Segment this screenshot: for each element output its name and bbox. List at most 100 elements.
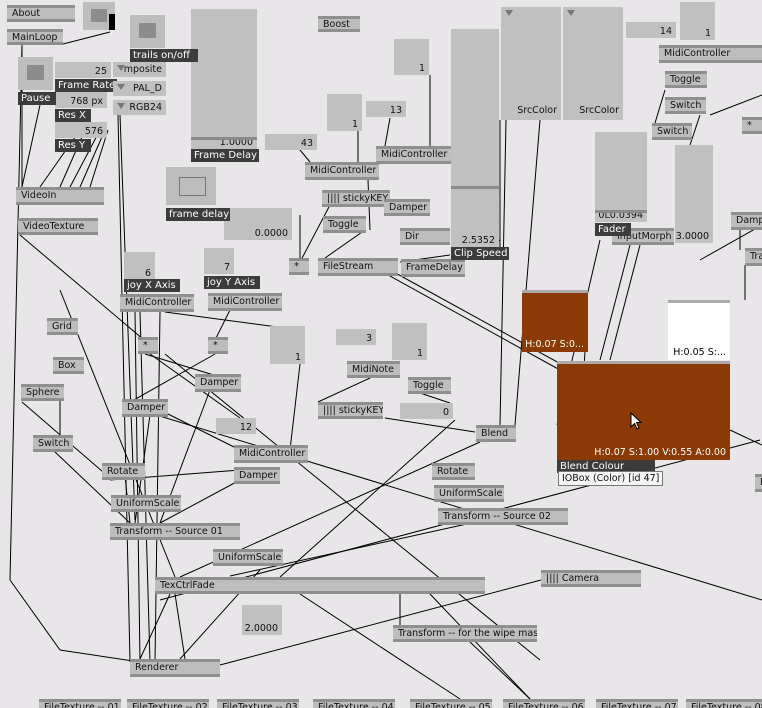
value-box[interactable]: 7 <box>204 248 234 274</box>
node[interactable]: Switch <box>665 97 706 114</box>
enum-box[interactable]: SrcColor <box>501 7 561 120</box>
value-box[interactable]: 6 <box>124 252 155 280</box>
node[interactable]: Box <box>53 357 84 374</box>
node[interactable]: Switch <box>652 123 692 140</box>
node[interactable]: FileTexture -- 02 <box>127 699 209 708</box>
node[interactable]: Blend <box>476 425 516 442</box>
node[interactable]: * <box>208 337 228 354</box>
wire <box>59 649 141 663</box>
node[interactable]: MidiController <box>376 146 460 164</box>
iobox-label: trails on/off <box>130 49 198 62</box>
node[interactable]: Toggle <box>408 377 451 394</box>
slider-handle[interactable] <box>451 186 499 189</box>
value-box[interactable]: 0L0.0394 <box>595 132 647 222</box>
node[interactable]: Damper <box>384 199 430 216</box>
node[interactable]: Transform -- for the wipe mask <box>393 625 537 642</box>
color-box[interactable]: H:0.07 S:0... <box>522 290 588 352</box>
node[interactable]: |||| stickyKEY <box>322 190 390 207</box>
enum-box[interactable]: RGB24 <box>113 100 166 115</box>
value-box[interactable]: 0 <box>400 403 453 419</box>
node[interactable]: About <box>7 5 75 22</box>
node[interactable]: FileTexture -- 07 <box>596 699 678 708</box>
node[interactable]: FileStream <box>318 258 398 276</box>
wire <box>609 244 641 361</box>
value-box[interactable]: 1 <box>327 94 362 131</box>
node[interactable]: Boost <box>318 16 360 32</box>
node[interactable]: FileTexture -- 06 <box>503 699 585 708</box>
toggle-box[interactable] <box>166 167 216 205</box>
enum-box[interactable]: PAL_D <box>113 81 166 96</box>
enum-box[interactable]: SrcColor <box>563 7 623 120</box>
value-box[interactable]: 14 <box>626 22 676 38</box>
enum-value: mposite <box>123 64 162 75</box>
value-box[interactable]: 3.0000 <box>675 145 713 243</box>
value-box[interactable]: 1 <box>270 326 305 364</box>
node[interactable]: FileTexture -- 08 <box>686 699 762 708</box>
node[interactable]: Rotate <box>432 463 475 480</box>
node[interactable]: FileTexture -- 03 <box>217 699 299 708</box>
node[interactable]: MidiController <box>305 162 379 180</box>
node[interactable]: MidiController <box>208 293 282 311</box>
node[interactable]: Transform -- Source 01 <box>110 523 240 540</box>
toggle-box[interactable] <box>18 57 53 90</box>
node[interactable]: Rotate <box>102 463 145 480</box>
toggle-box[interactable] <box>83 2 115 30</box>
wire <box>324 229 366 259</box>
node[interactable]: Tra <box>745 248 762 266</box>
node[interactable]: MainLoop <box>7 29 63 45</box>
value-box[interactable]: 12 <box>216 418 256 434</box>
value-box[interactable]: 2.5352 <box>451 29 499 247</box>
value-box[interactable]: 576 <box>55 122 107 138</box>
value-box[interactable]: 1 <box>680 2 715 40</box>
color-box[interactable]: H:0.07 S:1.00 V:0.55 A:0.00 <box>557 361 730 460</box>
node[interactable]: Transform -- Source 02 <box>438 508 568 525</box>
node[interactable]: Dampe <box>731 212 762 230</box>
node[interactable]: MidiController <box>659 45 762 63</box>
node[interactable]: Toggle <box>323 216 366 233</box>
node[interactable]: |||| Camera <box>541 570 641 587</box>
value-box[interactable]: 768 px <box>55 92 107 108</box>
node[interactable]: Dir <box>400 228 450 245</box>
node[interactable]: UniformScale <box>213 549 283 566</box>
node[interactable]: MidiController <box>234 445 308 463</box>
value-box[interactable]: 25 <box>55 62 111 78</box>
node[interactable]: * <box>138 337 158 354</box>
color-box[interactable]: H:0.05 S:... <box>668 300 730 360</box>
node[interactable]: VideoIn <box>16 187 104 205</box>
node[interactable]: VideoTexture <box>18 218 98 235</box>
node[interactable]: * <box>289 258 309 275</box>
value-box[interactable]: 1.0000 <box>191 9 257 149</box>
node[interactable]: MidiController <box>120 294 194 312</box>
node[interactable]: D <box>755 474 762 492</box>
node[interactable]: FrameDelay <box>401 259 465 277</box>
enum-box[interactable]: mposite <box>113 62 166 77</box>
value-box[interactable]: 43 <box>265 134 317 150</box>
value-box[interactable]: 1 <box>394 39 429 75</box>
node[interactable]: Damper <box>234 467 280 484</box>
node[interactable]: Sphere <box>21 384 64 401</box>
node[interactable]: MidiNote <box>347 361 400 378</box>
node[interactable]: * <box>742 117 762 134</box>
value-box[interactable]: 2.0000 <box>242 605 282 635</box>
value-box[interactable]: 13 <box>366 101 406 117</box>
node[interactable]: |||| stickyKEY <box>318 402 383 419</box>
node[interactable]: UniformScale <box>111 495 181 512</box>
node[interactable]: Grid <box>47 318 78 335</box>
node[interactable]: UniformScale <box>434 485 504 502</box>
node[interactable]: Renderer <box>130 659 220 677</box>
value-box[interactable]: 3 <box>336 329 376 345</box>
node[interactable]: FileTexture -- 04 <box>313 699 395 708</box>
value-box[interactable]: 0.0000 <box>224 208 292 240</box>
node[interactable]: Toggle <box>665 71 707 88</box>
slider-handle[interactable] <box>595 210 647 213</box>
node[interactable]: FileTexture -- 05 <box>410 699 492 708</box>
node[interactable]: TexCtrlFade <box>155 577 485 594</box>
value-box[interactable]: 1 <box>392 323 427 360</box>
toggle-box[interactable] <box>130 15 165 48</box>
node[interactable]: Damper <box>122 399 168 417</box>
node[interactable]: Switch <box>33 435 73 452</box>
node[interactable]: FileTexture -- 01 <box>39 699 121 708</box>
slider-handle[interactable] <box>191 137 257 140</box>
node[interactable]: Damper <box>195 374 241 392</box>
